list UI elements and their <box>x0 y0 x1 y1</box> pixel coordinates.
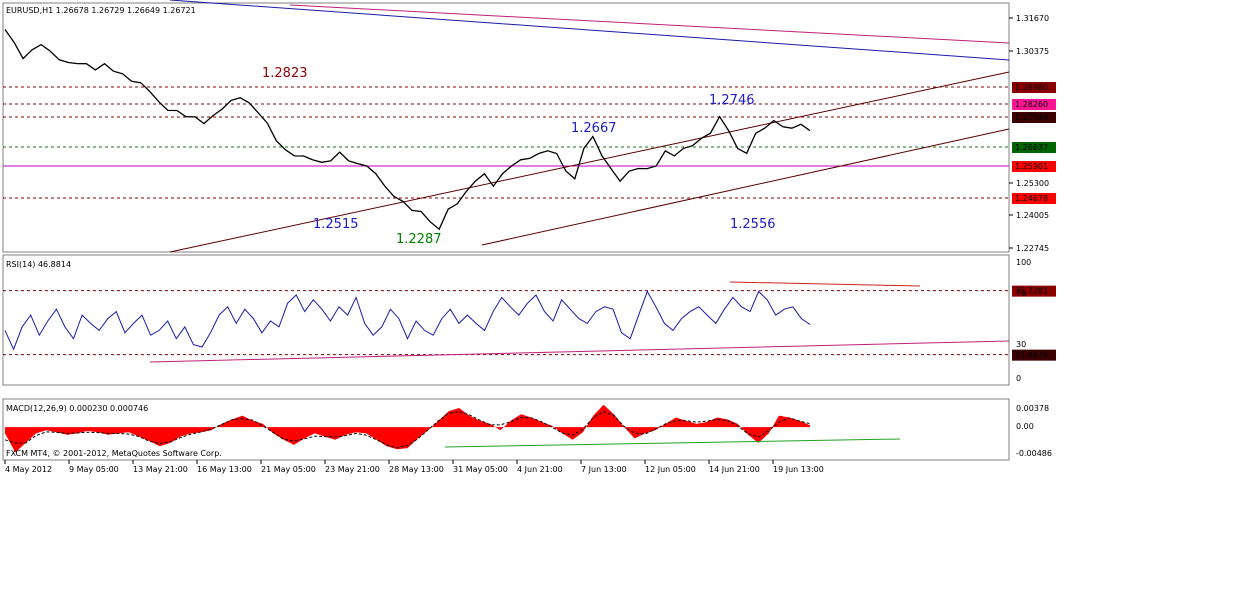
footer-copyright: FXCM MT4, © 2001-2012, MetaQuotes Softwa… <box>6 449 222 458</box>
price-annotation: 1.2287 <box>396 232 442 247</box>
macd-axis-tick-label: -0.00486 <box>1016 449 1052 458</box>
time-axis-tick-label: 4 May 2012 <box>5 465 52 474</box>
price-level-tag-label: 1.24678 <box>1015 194 1048 203</box>
time-axis-tick-label: 4 Jun 21:00 <box>517 465 563 474</box>
price-axis-tick-label: 1.31670 <box>1016 14 1049 23</box>
macd-axis-tick-label: 0.00378 <box>1016 404 1049 413</box>
price-annotation: 1.2556 <box>730 217 776 232</box>
trendline-upper-channel <box>169 71 1010 253</box>
price-axis-tick-label: 1.24005 <box>1016 211 1049 220</box>
trendline-lower-channel <box>481 128 1010 246</box>
price-axis-tick-label: 1.22745 <box>1016 244 1049 253</box>
time-axis: 4 May 2012 9 May 05:00 13 May 21:00 16 May … <box>4 460 824 474</box>
rsi-series <box>4 290 811 351</box>
time-axis-tick-label: 7 Jun 13:00 <box>581 465 627 474</box>
macd-pane: MACD(12,26,9) 0.000230 0.000746 0.003780… <box>2 398 1052 461</box>
price-level-tag-label: 1.25901 <box>1015 162 1048 171</box>
price-level-tag <box>1012 142 1056 153</box>
macd-trendline <box>444 438 901 448</box>
rsi-pane: 75.7281 21.4876 RSI(14) 46.8814 100 70 30 0 <box>2 254 1056 386</box>
price-annotations: 1.2823 1.2746 1.2667 1.2515 1.2287 1.2556 <box>262 66 776 247</box>
time-axis-tick-label: 31 May 05:00 <box>453 465 508 474</box>
price-level-tag <box>1012 193 1056 204</box>
price-line <box>4 29 811 231</box>
price-trendlines <box>169 0 1010 253</box>
time-axis-tick-label: 12 Jun 05:00 <box>645 465 696 474</box>
macd-histogram-area <box>5 404 810 453</box>
price-annotation: 1.2667 <box>571 121 617 136</box>
time-axis-tick-label: 23 May 21:00 <box>325 465 380 474</box>
rsi-pane-title: RSI(14) 46.8814 <box>6 260 71 269</box>
rsi-axis-tick-label: 70 <box>1016 289 1026 298</box>
price-level-tag-label: 1.26637 <box>1015 143 1048 152</box>
price-annotation: 1.2515 <box>313 217 359 232</box>
price-axis-tick-label: 1.25300 <box>1016 179 1049 188</box>
time-axis-tick-label: 21 May 05:00 <box>261 465 316 474</box>
rsi-level-tag-label: 75.7281 <box>1015 287 1048 296</box>
rsi-pane-frame <box>2 254 1010 386</box>
time-axis-tick-label: 14 Jun 21:00 <box>709 465 760 474</box>
time-axis-tick-label: 19 Jun 13:00 <box>773 465 824 474</box>
time-axis-tick-label: 13 May 21:00 <box>133 465 188 474</box>
price-annotation: 1.2823 <box>262 66 308 81</box>
price-series <box>4 29 811 231</box>
rsi-level-lines: 75.7281 21.4876 <box>3 281 1056 363</box>
price-annotation: 1.2746 <box>709 93 755 108</box>
price-level-tag-label: 1.28980 <box>1015 83 1048 92</box>
price-level-tag <box>1012 112 1056 123</box>
rsi-line <box>4 290 811 351</box>
price-level-tag-label: 1.28260 <box>1015 100 1048 109</box>
macd-axis: 0.00378 0.00 -0.00486 <box>1016 404 1052 458</box>
rsi-axis-tick-label: 0 <box>1016 374 1021 383</box>
price-level-tags: 1.28980 1.28260 1.27848 1.26637 1.25901 1.246… <box>1012 82 1056 204</box>
macd-series <box>4 404 901 453</box>
price-level-tag <box>1012 82 1056 93</box>
rsi-level-tag-label: 21.4876 <box>1015 351 1048 360</box>
price-pane-title: EURUSD,H1 1.26678 1.26729 1.26649 1.2672… <box>6 6 196 15</box>
macd-axis-tick-label: 0.00 <box>1016 422 1034 431</box>
macd-signal-line <box>4 411 811 449</box>
trendline-long-term-magenta <box>289 4 1010 44</box>
rsi-axis-tick-label: 30 <box>1016 340 1026 349</box>
price-level-tag-label: 1.27848 <box>1015 113 1048 122</box>
rsi-support-trendline <box>149 340 1010 363</box>
price-level-tag <box>1012 99 1056 110</box>
time-axis-tick-label: 16 May 13:00 <box>197 465 252 474</box>
rsi-axis-tick-label: 100 <box>1016 258 1031 267</box>
rsi-level-tag <box>1012 285 1056 297</box>
time-axis-tick-label: 9 May 05:00 <box>69 465 119 474</box>
rsi-resistance-trendline <box>729 281 921 287</box>
price-axis-tick-label: 1.30375 <box>1016 47 1049 56</box>
macd-pane-title: MACD(12,26,9) 0.000230 0.000746 <box>6 404 148 413</box>
price-level-tag <box>1012 161 1056 172</box>
trendline-long-term-blue <box>169 0 1010 61</box>
price-pane-frame <box>2 2 1010 253</box>
time-axis-tick-label: 28 May 13:00 <box>389 465 444 474</box>
rsi-axis: 100 70 30 0 <box>1016 258 1031 383</box>
rsi-level-tag <box>1012 349 1056 361</box>
price-pane: 1.2823 1.2746 1.2667 1.2515 1.2287 1.2556 EUR… <box>2 0 1056 253</box>
price-axis: 1.31670 1.30375 1.25300 1.24005 1.22745 <box>1009 14 1049 253</box>
